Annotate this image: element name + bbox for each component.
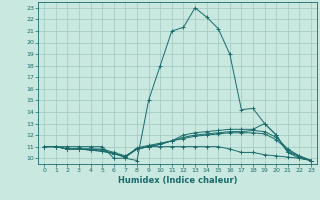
X-axis label: Humidex (Indice chaleur): Humidex (Indice chaleur): [118, 176, 237, 185]
